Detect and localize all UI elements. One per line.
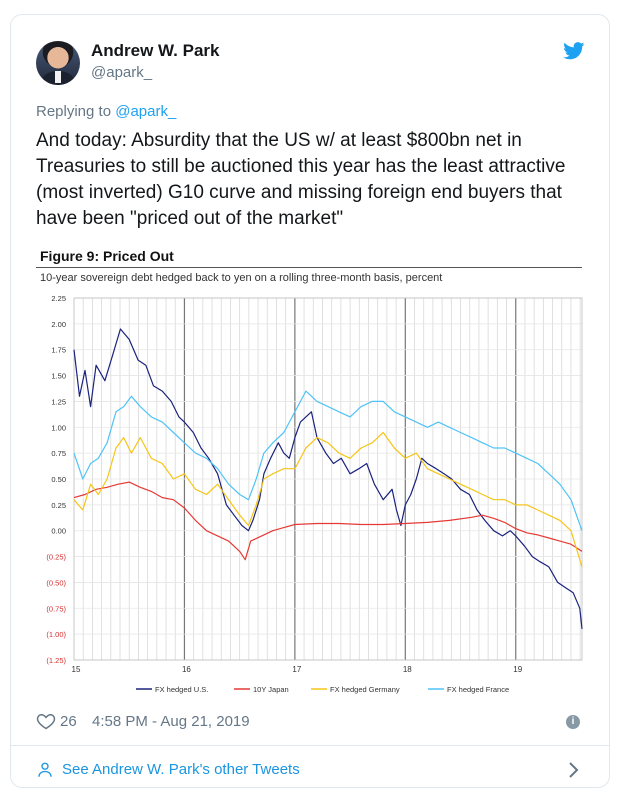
y-tick-label: (1.25) <box>46 656 66 665</box>
y-tick-label: 0.75 <box>51 449 66 458</box>
chart-subtitle: 10-year sovereign debt hedged back to ye… <box>40 272 443 284</box>
heart-icon[interactable] <box>36 711 56 731</box>
twitter-bird-icon[interactable] <box>563 42 585 60</box>
y-tick-label: 0.50 <box>51 475 66 484</box>
title-rule <box>36 267 582 268</box>
y-tick-label: 1.00 <box>51 423 66 432</box>
y-tick-label: 2.00 <box>51 320 66 329</box>
y-tick-label: 2.25 <box>51 294 66 303</box>
tweet-text: And today: Absurdity that the US w/ at l… <box>36 130 566 229</box>
y-tick-label: 0.25 <box>51 501 66 510</box>
chart-figure[interactable]: Figure 9: Priced Out 10-year sovereign d… <box>36 248 584 702</box>
avatar-collar <box>55 71 61 83</box>
legend-label: 10Y Japan <box>253 685 289 694</box>
y-tick-label: 1.50 <box>51 372 66 381</box>
see-more-text[interactable]: See Andrew W. Park's other Tweets <box>62 761 300 778</box>
tweet-card <box>10 14 610 788</box>
plot-frame <box>73 297 583 661</box>
author-handle[interactable]: @apark_ <box>91 64 153 81</box>
series-line <box>73 481 583 561</box>
x-tick-label: 16 <box>182 665 191 674</box>
y-tick-label: (0.25) <box>46 553 66 562</box>
divider <box>10 745 610 746</box>
x-tick-label: 15 <box>72 665 81 674</box>
line-chart: 2.25 2.00 1.75 1.50 1.25 1.00 0.75 0.50 0.25 0.00… <box>46 294 583 694</box>
author-name[interactable]: Andrew W. Park <box>91 41 220 60</box>
replying-prefix: Replying to <box>36 103 116 120</box>
y-tick-label: (0.75) <box>46 604 66 613</box>
y-tick-label: (1.00) <box>46 630 66 639</box>
tweet-meta: 26 4:58 PM - Aug 21, 2019 i <box>36 711 584 733</box>
chart-title: Figure 9: Priced Out <box>40 248 174 264</box>
x-tick-label: 19 <box>513 665 522 674</box>
see-more-link[interactable]: See Andrew W. Park's other Tweets <box>36 759 584 783</box>
info-icon[interactable]: i <box>566 715 580 729</box>
y-tick-label: 1.75 <box>51 346 66 355</box>
legend-label: FX hedged U.S. <box>155 685 208 694</box>
y-tick-label: 0.00 <box>51 527 66 536</box>
reply-to-link[interactable]: @apark_ <box>115 103 177 120</box>
person-icon <box>38 762 52 777</box>
legend-label: FX hedged France <box>447 685 509 694</box>
timestamp[interactable]: 4:58 PM - Aug 21, 2019 <box>92 713 250 730</box>
y-tick-label: (0.50) <box>46 578 66 587</box>
like-count[interactable]: 26 <box>60 713 77 730</box>
series-line <box>73 328 583 630</box>
avatar[interactable] <box>36 41 80 85</box>
legend-label: FX hedged Germany <box>330 685 400 694</box>
replying-to: Replying to @apark_ <box>36 103 176 120</box>
y-tick-label: 1.25 <box>51 397 66 406</box>
x-tick-label: 17 <box>292 665 301 674</box>
series-line <box>73 431 583 568</box>
chevron-right-icon[interactable] <box>568 761 580 779</box>
series-line <box>73 390 583 531</box>
x-tick-label: 18 <box>403 665 412 674</box>
